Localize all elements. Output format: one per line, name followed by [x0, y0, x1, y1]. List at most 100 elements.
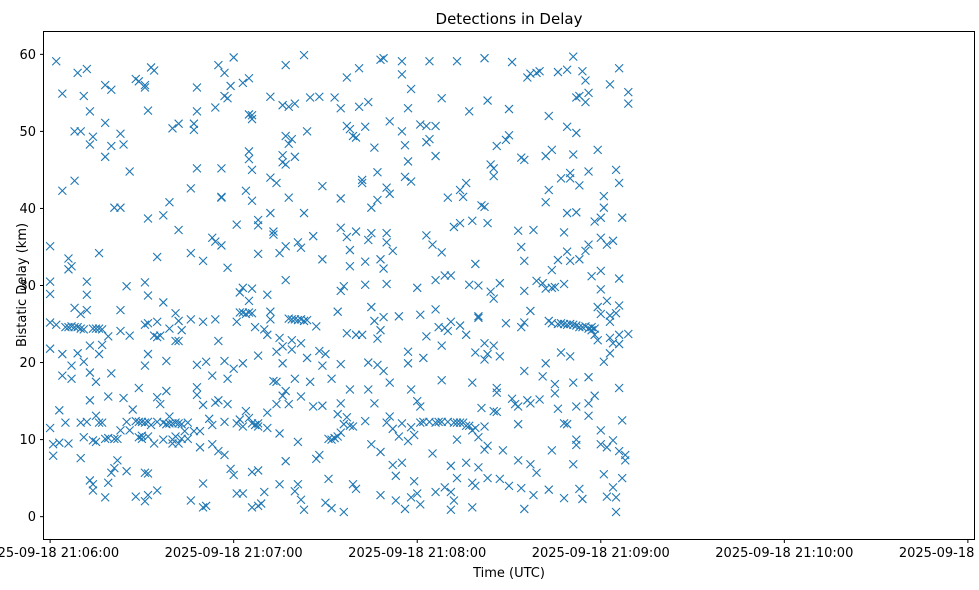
data-point [422, 231, 431, 240]
data-point [489, 163, 499, 173]
data-point [57, 89, 67, 99]
data-point [342, 328, 352, 338]
data-point [596, 233, 606, 243]
data-point [403, 157, 413, 166]
data-point [76, 324, 86, 334]
data-point [143, 214, 153, 223]
data-point [192, 106, 202, 116]
data-point [278, 341, 288, 351]
data-point [562, 247, 572, 256]
data-point [345, 421, 355, 431]
data-point [437, 417, 447, 427]
data-point [174, 225, 183, 235]
data-point [330, 93, 340, 102]
data-point [406, 385, 416, 394]
data-point [79, 357, 89, 367]
data-point [97, 340, 107, 350]
data-point [305, 377, 315, 387]
data-point [437, 341, 447, 350]
data-point [376, 447, 385, 457]
data-point [403, 103, 413, 113]
data-point [562, 320, 572, 330]
data-point [559, 419, 569, 428]
data-point [82, 417, 92, 427]
data-point [351, 133, 361, 142]
data-point [568, 320, 578, 330]
data-point [281, 386, 291, 396]
data-point [409, 430, 419, 440]
data-point [581, 97, 590, 107]
data-point [275, 248, 284, 258]
data-point [186, 248, 196, 258]
data-point [470, 348, 480, 357]
data-point [480, 445, 489, 455]
data-point [269, 230, 278, 240]
data-point [116, 305, 125, 315]
data-point [223, 263, 232, 273]
data-point [467, 216, 477, 226]
data-point [64, 254, 73, 263]
data-point [483, 349, 492, 359]
data-point [507, 394, 517, 404]
data-point [116, 203, 125, 213]
data-point [321, 349, 330, 359]
data-point [311, 321, 321, 331]
data-point [342, 412, 352, 422]
data-point [207, 439, 217, 449]
data-point [177, 434, 187, 444]
data-point [415, 418, 425, 428]
data-point [357, 175, 367, 185]
data-point [125, 425, 135, 435]
data-point [568, 52, 578, 62]
data-point [336, 286, 346, 296]
data-point [574, 254, 584, 264]
data-point [593, 335, 603, 345]
data-point [54, 438, 64, 448]
data-point [281, 456, 291, 466]
data-point [519, 318, 529, 327]
data-point [513, 402, 523, 411]
data-point [474, 311, 483, 321]
data-point [354, 63, 364, 73]
data-point [113, 434, 122, 444]
data-point [431, 304, 440, 314]
data-point [437, 375, 447, 385]
data-point [415, 402, 425, 411]
y-tick-label: 60 [19, 48, 36, 63]
data-point [556, 348, 566, 357]
data-point [186, 496, 196, 505]
data-point [244, 110, 254, 119]
data-point [590, 391, 600, 401]
data-point [100, 152, 110, 162]
data-point [275, 333, 284, 343]
data-point [562, 419, 572, 429]
data-point [317, 361, 327, 371]
data-point [571, 440, 581, 450]
data-point [461, 458, 471, 468]
data-point [363, 385, 373, 394]
data-point [379, 53, 388, 63]
data-point [134, 383, 144, 393]
data-point [519, 155, 529, 165]
data-point [220, 417, 229, 427]
data-point [366, 203, 376, 213]
data-point [171, 432, 180, 441]
data-point [198, 479, 208, 488]
data-point [192, 83, 202, 92]
data-point [238, 78, 248, 88]
data-point [474, 281, 483, 290]
data-point [513, 419, 523, 429]
data-point [446, 271, 456, 280]
data-point [272, 377, 281, 387]
data-point [88, 324, 98, 334]
data-point [516, 483, 526, 493]
data-point [223, 399, 232, 409]
data-point [516, 242, 526, 252]
data-point [201, 357, 211, 367]
data-point [137, 417, 147, 427]
data-point [275, 479, 284, 489]
data-point [91, 377, 101, 387]
data-point [106, 368, 116, 378]
data-point [76, 127, 86, 136]
data-point [379, 366, 388, 376]
